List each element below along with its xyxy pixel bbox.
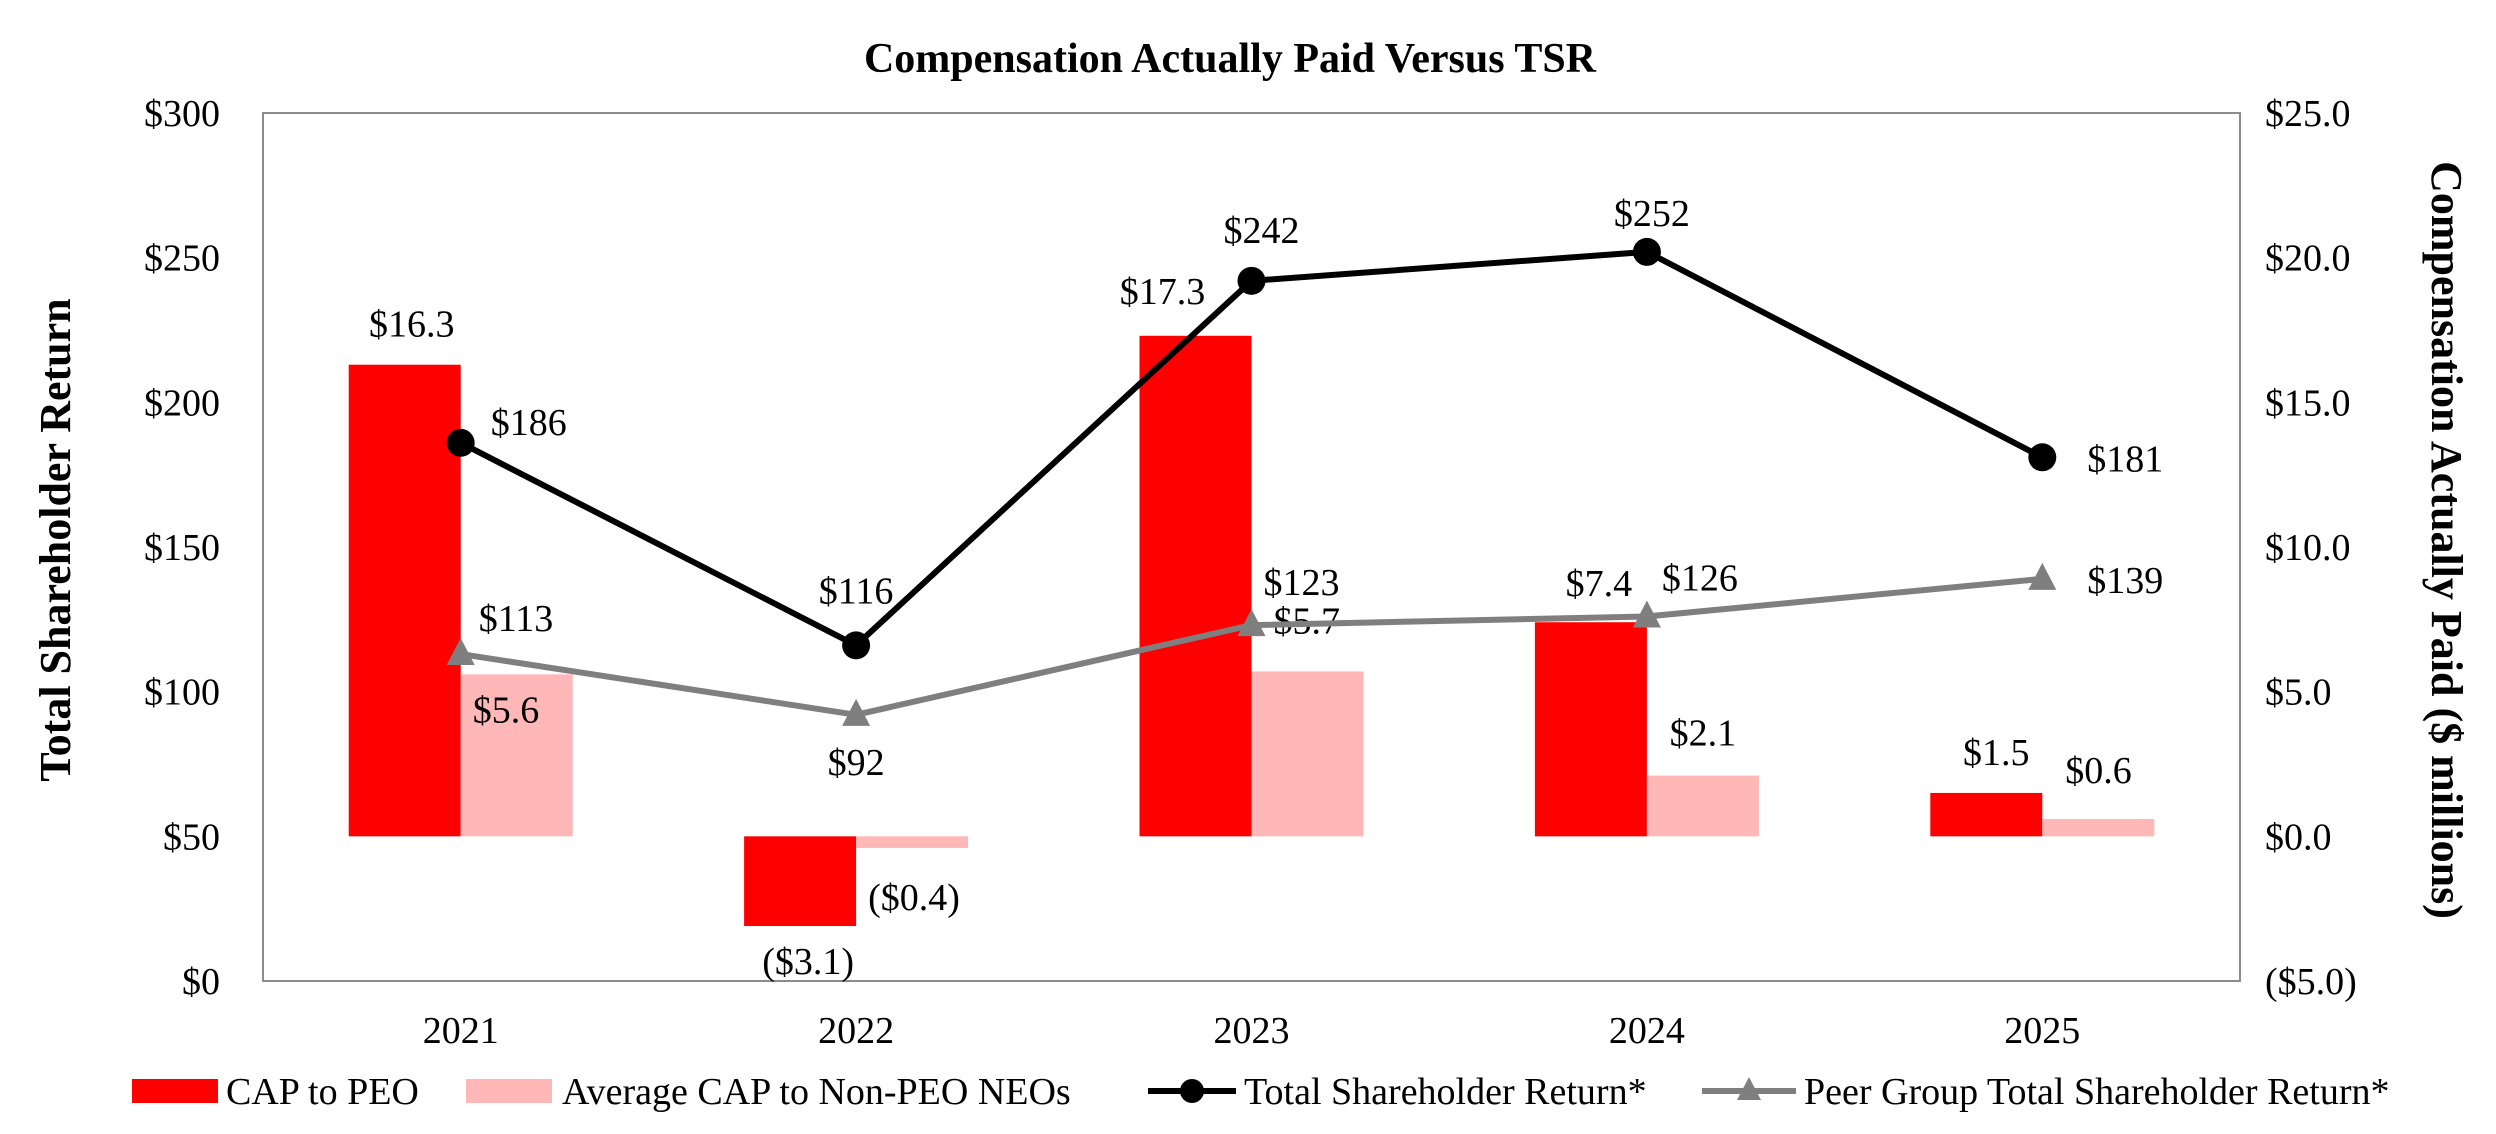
peer-tsr-point: [842, 698, 871, 726]
right-tick-label: ($5.0): [2265, 961, 2357, 1003]
right-tick-label: $0.0: [2265, 816, 2332, 858]
peer-tsr-point: [1237, 609, 1266, 637]
bar-cap-to-peo: [348, 364, 461, 837]
bar-label-cap-to-peo: $7.4: [1566, 563, 1633, 605]
tsr-point: [1632, 237, 1661, 266]
bar-avg-cap-non-peo: [1646, 775, 1759, 837]
bar-cap-to-peo: [1534, 622, 1647, 837]
left-tick-label: $0: [182, 961, 220, 1003]
left-axis-ticks: $0 $50 $100 $150 $200 $250 $300: [144, 93, 220, 1003]
bar-data-labels: $16.3($3.1)$17.3$7.4$1.5$5.6($0.4)$5.7$2…: [369, 271, 2132, 983]
x-tick-label: 2025: [2004, 1010, 2080, 1052]
left-tick-label: $100: [144, 672, 220, 714]
tsr-point: [1237, 266, 1266, 295]
tsr-label: $181: [2087, 438, 2163, 480]
right-tick-label: $25.0: [2265, 93, 2351, 135]
x-tick-label: 2024: [1609, 1010, 1685, 1052]
tsr-label: $252: [1614, 193, 1690, 235]
peer-tsr-point: [2028, 562, 2057, 590]
bar-label-cap-to-peo: $17.3: [1120, 271, 1206, 313]
tsr-point: [2028, 443, 2057, 472]
bar-cap-to-peo: [744, 836, 857, 927]
x-tick-label: 2022: [818, 1010, 894, 1052]
bar-avg-cap-non-peo: [1251, 671, 1364, 837]
left-tick-label: $250: [144, 238, 220, 280]
left-tick-label: $200: [144, 382, 220, 424]
bar-label-cap-to-peo: $1.5: [1963, 732, 2030, 774]
legend-label-peer: Peer Group Total Shareholder Return*: [1804, 1071, 2390, 1113]
right-axis-title: Compensation Actually Paid ($ millions): [2422, 161, 2471, 919]
bar-label-cap-to-peo: $16.3: [369, 304, 455, 346]
right-tick-label: $20.0: [2265, 238, 2351, 280]
peer-tsr-point: [1632, 600, 1661, 628]
legend-swatch-cap-to-peo: [132, 1079, 218, 1103]
right-axis-ticks: ($5.0) $0.0 $5.0 $10.0 $15.0 $20.0 $25.0: [2265, 93, 2357, 1003]
bar-label-avg-cap-non-peo: $2.1: [1670, 713, 1737, 755]
legend: CAP to PEO Average CAP to Non-PEO NEOs Tot…: [132, 1071, 2390, 1113]
legend-marker-tsr: [1180, 1079, 1204, 1103]
x-tick-label: 2023: [1214, 1010, 1290, 1052]
peer-tsr-label: $113: [479, 598, 554, 640]
peer-tsr-point: [446, 638, 475, 666]
bars: [348, 335, 2155, 927]
x-axis-ticks: 2021 2022 2023 2024 2025: [423, 1010, 2081, 1052]
legend-label-avg-cap: Average CAP to Non-PEO NEOs: [562, 1071, 1071, 1113]
tsr-label: $242: [1224, 210, 1300, 252]
tsr-point: [446, 428, 475, 457]
right-tick-label: $15.0: [2265, 382, 2351, 424]
bar-cap-to-peo: [1930, 792, 2043, 837]
left-tick-label: $300: [144, 93, 220, 135]
peer-tsr-label: $92: [828, 742, 885, 784]
peer-tsr-label: $126: [1662, 557, 1738, 599]
tsr-point: [842, 631, 871, 660]
left-tick-label: $150: [144, 527, 220, 569]
bar-avg-cap-non-peo: [856, 836, 969, 848]
left-axis-title: Total Shareholder Return: [31, 298, 80, 781]
tsr-label: $186: [491, 402, 567, 444]
legend-label-tsr: Total Shareholder Return*: [1244, 1071, 1647, 1113]
right-tick-label: $10.0: [2265, 527, 2351, 569]
right-tick-label: $5.0: [2265, 672, 2332, 714]
peer-tsr-label: $123: [1264, 562, 1340, 604]
x-tick-label: 2021: [423, 1010, 499, 1052]
legend-label-cap-to-peo: CAP to PEO: [226, 1071, 419, 1113]
bar-avg-cap-non-peo: [460, 674, 573, 837]
line-data-labels: $186 $116 $242 $252 $181 $113 $92 $123 $126 $139: [479, 193, 2164, 784]
left-tick-label: $50: [163, 816, 220, 858]
peer-tsr-label: $139: [2087, 560, 2163, 602]
bar-avg-cap-non-peo: [2042, 818, 2155, 837]
bar-label-avg-cap-non-peo: $0.6: [2065, 750, 2132, 792]
chart-title: Compensation Actually Paid Versus TSR: [864, 36, 1597, 82]
bar-label-avg-cap-non-peo: ($0.4): [868, 877, 960, 919]
bar-label-avg-cap-non-peo: $5.6: [473, 689, 540, 731]
bar-cap-to-peo: [1139, 335, 1252, 837]
legend-marker-peer: [1737, 1077, 1761, 1100]
plot-frame: [262, 112, 2241, 982]
lines: [446, 237, 2057, 726]
bar-label-cap-to-peo: ($3.1): [762, 941, 854, 983]
legend-swatch-avg-cap: [466, 1079, 552, 1103]
tsr-label: $116: [819, 570, 894, 612]
